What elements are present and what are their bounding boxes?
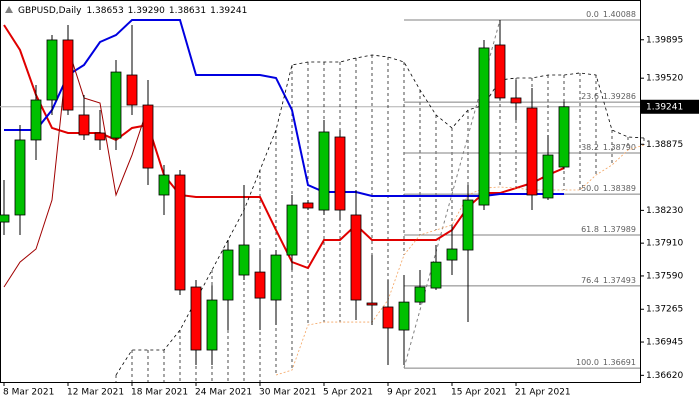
y-tick-label: 1.36945 [646,338,683,348]
y-tick-label: 1.39520 [646,74,683,84]
indicator-line [115,54,645,376]
fib-ratio: 61.8 [581,225,599,234]
candle-body [366,302,378,306]
y-tick-label: 1.38230 [646,206,683,216]
x-tick-label: 21 Apr 2021 [515,388,571,398]
fib-price: 1.40088 [603,9,636,18]
fib-price: 1.37989 [603,225,636,234]
header-close: 1.39241 [210,6,247,16]
fib-label: 0.0 1.40088 [586,9,636,18]
candle-body [318,131,330,211]
x-tick-label: 8 Mar 2021 [3,388,54,398]
price-box [641,99,699,114]
y-tick-label: 1.36620 [646,371,683,381]
candle-body [30,99,42,141]
fib-label: 38.2 1.38790 [581,142,636,151]
chart-header: GBPUSD,Daily 1.38653 1.39290 1.38631 1.39241 [18,6,247,16]
candle-body [430,261,442,289]
fib-ratio: 76.4 [581,275,599,284]
fib-price: 1.39286 [603,92,636,101]
fib-ratio: 23.6 [581,92,599,101]
indicator-line [4,18,564,198]
y-tick-label: 1.37910 [646,239,683,249]
candle-body [190,286,202,351]
header-high: 1.39290 [128,6,165,16]
candle-body [238,244,250,276]
candle-body [62,39,74,111]
candle-body [110,71,122,139]
candle-body [462,199,474,251]
fib-price: 1.36691 [603,358,636,367]
candle-body [126,74,138,106]
candle-body [414,286,426,303]
x-tick-label: 12 Mar 2021 [67,388,124,398]
x-tick-label: 9 Apr 2021 [387,388,437,398]
fib-label: 50.0 1.38389 [581,184,636,193]
fib-label: 76.4 1.37493 [581,275,636,284]
candle-body [46,39,58,101]
x-tick-label: 5 Apr 2021 [323,388,373,398]
symbol: GBPUSD,Daily [18,6,82,16]
candle-body [142,104,154,169]
header-open: 1.38653 [86,6,123,16]
candle-body [286,204,298,256]
y-tick-label: 1.37265 [646,305,683,315]
header-low: 1.38631 [169,6,206,16]
candle-body [510,97,522,104]
candle-body [382,306,394,329]
candle-body [254,271,266,299]
candle-body [334,136,346,211]
fib-label: 23.6 1.39286 [581,92,636,101]
candle-body [494,44,506,99]
x-tick-label: 18 Mar 2021 [131,388,188,398]
fib-price: 1.38790 [603,142,636,151]
plot-area: 0.0 1.40088 23.6 1.39286 38.2 1.38790 50.0 1.38… [0,9,645,382]
indicator-line [3,47,149,288]
candle-body [446,248,458,261]
candle-body [350,214,362,301]
x-tick-label: 30 Mar 2021 [259,388,316,398]
fib-ratio: 100.0 [576,358,599,367]
candle-body [78,114,90,136]
candle-body [94,132,106,141]
candle-body [302,202,314,209]
header-icon [5,6,13,13]
y-tick-label: 1.39895 [646,35,683,45]
fib-label: 100.0 1.36691 [576,358,636,367]
candle-body [206,299,218,351]
fib-ratio: 50.0 [581,184,599,193]
candle-body [14,139,26,216]
candle-body [526,107,538,196]
fib-price: 1.38389 [603,184,636,193]
candle-body [174,174,186,291]
candle-body [398,301,410,331]
candle-body [542,154,554,199]
candle-body [158,174,170,196]
fib-price: 1.37493 [603,275,636,284]
candle-body [0,214,10,223]
fib-ratio: 38.2 [581,142,599,151]
y-tick-label: 1.38875 [646,140,683,150]
candle-body [478,47,490,206]
candle-body [558,106,570,168]
y-tick-label: 1.37590 [646,271,683,281]
x-tick-label: 24 Mar 2021 [195,388,252,398]
candle-body [270,254,282,301]
fib-ratio: 0.0 [586,9,599,18]
candle-body [222,249,234,301]
fib-label: 61.8 1.37989 [581,225,636,234]
price-box-label: 1.39241 [646,102,683,112]
x-tick-label: 15 Apr 2021 [451,388,507,398]
